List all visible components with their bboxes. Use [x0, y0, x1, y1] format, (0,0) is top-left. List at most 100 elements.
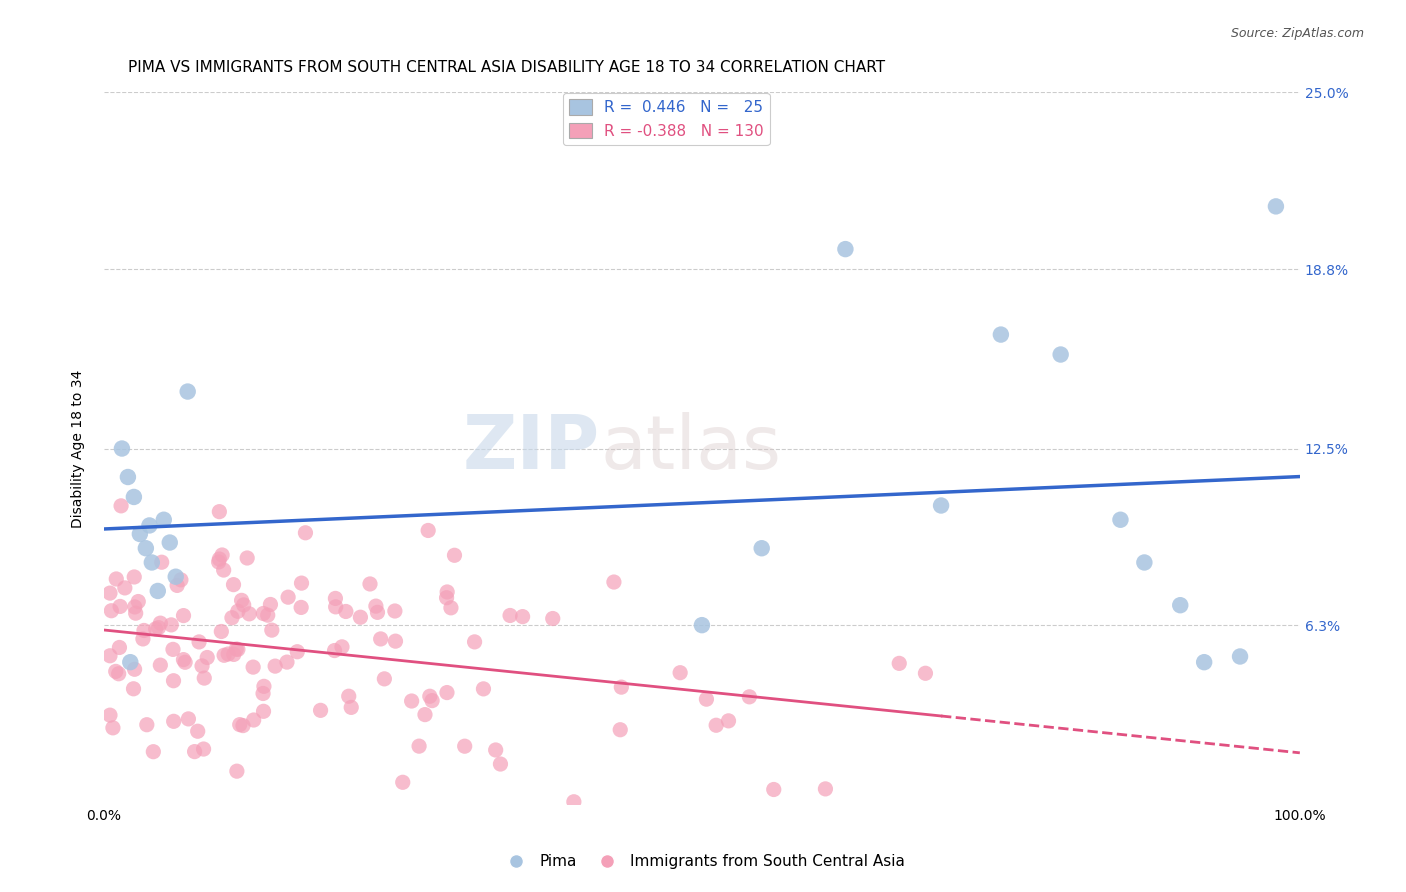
- Point: [260, 623, 283, 637]
- Point: [229, 717, 252, 731]
- Point: [170, 573, 193, 587]
- Point: [1049, 347, 1071, 361]
- Point: [187, 724, 209, 739]
- Point: [212, 648, 235, 663]
- Point: [253, 679, 276, 693]
- Point: [1133, 556, 1156, 570]
- Point: [231, 593, 253, 607]
- Point: [100, 604, 122, 618]
- Point: [1168, 598, 1191, 612]
- Point: [221, 611, 243, 625]
- Point: [145, 622, 167, 636]
- Point: [98, 648, 121, 663]
- Y-axis label: Disability Age 18 to 34: Disability Age 18 to 34: [72, 369, 86, 528]
- Point: [443, 549, 465, 563]
- Point: [489, 757, 512, 772]
- Point: [294, 525, 316, 540]
- Point: [408, 739, 430, 753]
- Point: [209, 624, 232, 639]
- Point: [193, 742, 215, 756]
- Point: [208, 555, 231, 569]
- Point: [420, 693, 443, 707]
- Point: [340, 700, 363, 714]
- Point: [814, 781, 837, 796]
- Point: [264, 659, 287, 673]
- Point: [242, 713, 264, 727]
- Point: [208, 505, 231, 519]
- Point: [325, 599, 347, 614]
- Point: [401, 694, 423, 708]
- Point: [122, 681, 145, 696]
- Point: [1264, 199, 1286, 213]
- Point: [211, 548, 233, 562]
- Point: [337, 690, 360, 704]
- Point: [177, 712, 200, 726]
- Point: [256, 608, 278, 623]
- Legend: R =  0.446   N =   25, R = -0.388   N = 130: R = 0.446 N = 25, R = -0.388 N = 130: [562, 93, 769, 145]
- Point: [195, 650, 218, 665]
- Point: [108, 640, 131, 655]
- Point: [225, 642, 247, 657]
- Point: [150, 555, 173, 569]
- Point: [152, 513, 174, 527]
- Point: [335, 605, 357, 619]
- Point: [142, 745, 165, 759]
- Point: [436, 591, 458, 605]
- Point: [238, 607, 260, 621]
- Point: [98, 708, 121, 723]
- Point: [704, 718, 727, 732]
- Point: [472, 681, 495, 696]
- Point: [132, 624, 155, 638]
- Point: [290, 576, 312, 591]
- Text: atlas: atlas: [600, 412, 782, 485]
- Point: [384, 634, 406, 648]
- Point: [373, 672, 395, 686]
- Point: [391, 775, 413, 789]
- Point: [285, 645, 308, 659]
- Point: [499, 608, 522, 623]
- Point: [440, 600, 463, 615]
- Point: [162, 642, 184, 657]
- Point: [176, 384, 198, 399]
- Point: [105, 572, 128, 586]
- Point: [259, 598, 281, 612]
- Point: [146, 584, 169, 599]
- Point: [370, 632, 392, 646]
- Legend: Pima, Immigrants from South Central Asia: Pima, Immigrants from South Central Asia: [495, 848, 911, 875]
- Point: [325, 591, 347, 606]
- Point: [419, 690, 441, 704]
- Point: [364, 599, 387, 614]
- Text: ZIP: ZIP: [463, 412, 600, 485]
- Point: [384, 604, 406, 618]
- Point: [436, 585, 458, 599]
- Point: [160, 618, 183, 632]
- Point: [485, 743, 508, 757]
- Point: [1229, 649, 1251, 664]
- Point: [222, 577, 245, 591]
- Point: [101, 721, 124, 735]
- Point: [117, 470, 139, 484]
- Point: [166, 578, 188, 592]
- Point: [359, 577, 381, 591]
- Point: [127, 594, 149, 608]
- Point: [163, 714, 186, 729]
- Point: [124, 599, 146, 614]
- Point: [889, 657, 911, 671]
- Point: [98, 586, 121, 600]
- Point: [226, 604, 249, 618]
- Point: [132, 632, 155, 646]
- Point: [413, 707, 436, 722]
- Point: [165, 570, 187, 584]
- Point: [128, 527, 150, 541]
- Point: [436, 685, 458, 699]
- Point: [124, 606, 146, 620]
- Point: [111, 442, 134, 456]
- Point: [349, 610, 371, 624]
- Point: [173, 608, 195, 623]
- Point: [990, 327, 1012, 342]
- Point: [323, 643, 346, 657]
- Point: [603, 575, 626, 590]
- Point: [929, 499, 952, 513]
- Point: [193, 671, 215, 685]
- Point: [562, 795, 585, 809]
